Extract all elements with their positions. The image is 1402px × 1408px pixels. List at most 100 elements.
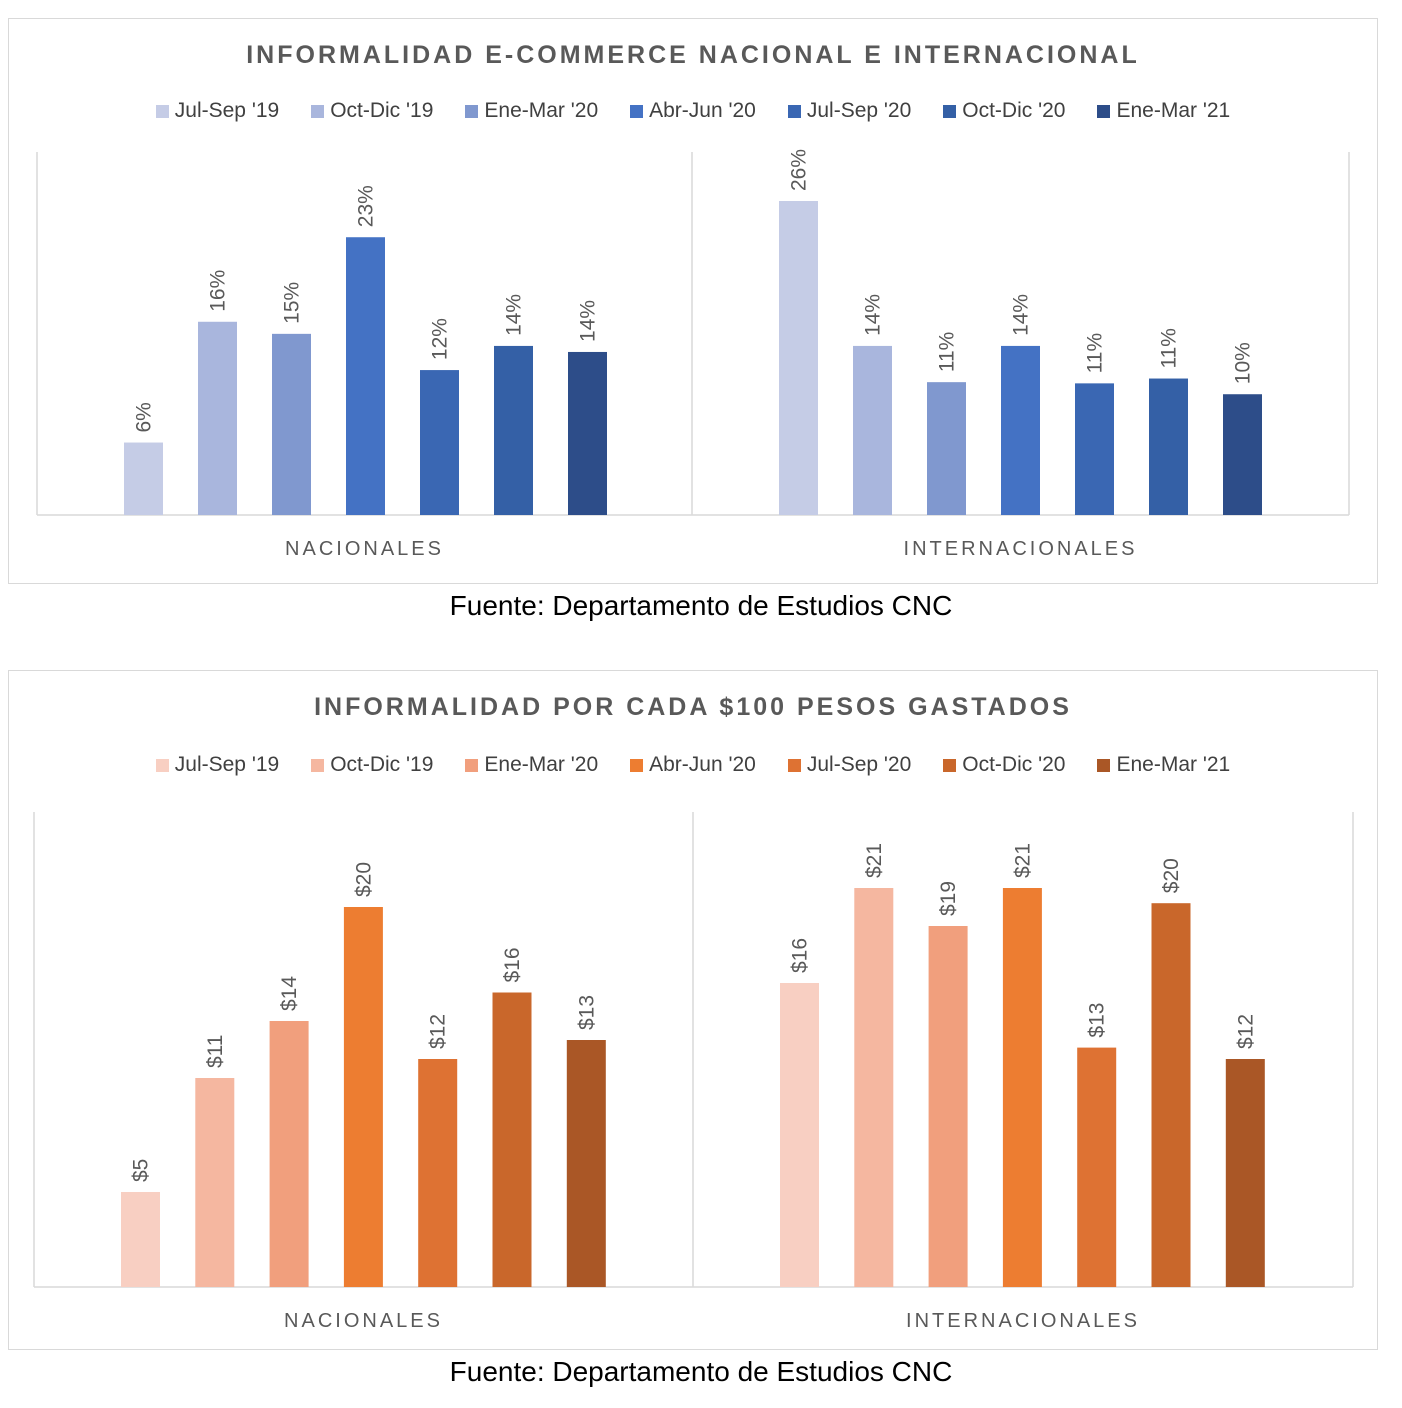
- source-note: Fuente: Departamento de Estudios CNC: [449, 1356, 953, 1387]
- legend-swatch: [630, 758, 644, 772]
- legend-swatch: [311, 758, 325, 772]
- legend-label: Abr-Jun '20: [649, 753, 756, 776]
- data-label: $20: [352, 862, 375, 897]
- legend-item: Abr-Jun '20: [630, 753, 756, 777]
- source-note: Fuente: Departamento de Estudios CNC: [449, 590, 953, 621]
- legend-swatch: [943, 758, 957, 772]
- legend-item: Oct-Dic '19: [311, 99, 433, 123]
- bar: [1077, 1047, 1117, 1287]
- category-label: NACIONALES: [284, 1310, 443, 1332]
- category-label: NACIONALES: [285, 538, 444, 560]
- bar: [272, 333, 311, 515]
- legend-item: Ene-Mar '20: [465, 753, 598, 777]
- bar: [1223, 394, 1262, 515]
- data-label: $21: [863, 843, 886, 878]
- legend-label: Ene-Mar '21: [1116, 753, 1231, 776]
- category-label: INTERNACIONALES: [906, 1310, 1140, 1332]
- legend-label: Ene-Mar '20: [484, 753, 599, 776]
- data-label: $12: [427, 1014, 450, 1049]
- bar: [1001, 345, 1040, 515]
- legend-item: Ene-Mar '21: [1097, 753, 1230, 777]
- data-label: $5: [130, 1159, 153, 1182]
- bar: [779, 201, 818, 515]
- data-label: 11%: [1084, 333, 1107, 373]
- data-label: $13: [1086, 1003, 1109, 1038]
- data-label: 11%: [936, 332, 959, 372]
- data-label: 14%: [577, 300, 600, 342]
- data-label: 14%: [1010, 294, 1033, 336]
- legend-item: Ene-Mar '21: [1097, 99, 1230, 123]
- bar: [418, 1059, 458, 1287]
- data-label: 12%: [429, 318, 452, 360]
- legend-label: Jul-Sep '20: [806, 99, 912, 122]
- legend-item: Jul-Sep '19: [155, 99, 280, 123]
- bar: [927, 382, 966, 515]
- data-label: 14%: [862, 294, 885, 336]
- legend-label: Jul-Sep '19: [174, 99, 280, 122]
- legend-label: Jul-Sep '20: [806, 753, 912, 776]
- legend-swatch: [311, 104, 325, 118]
- data-label: 26%: [788, 149, 811, 191]
- data-label: 11%: [1158, 328, 1181, 368]
- data-label: 6%: [133, 402, 156, 432]
- data-label: $13: [575, 995, 598, 1030]
- legend-item: Abr-Jun '20: [630, 99, 756, 123]
- bar: [780, 983, 819, 1287]
- bar: [492, 992, 532, 1287]
- bar: [854, 888, 894, 1287]
- data-label: 10%: [1232, 342, 1255, 384]
- legend-label: Oct-Dic '19: [330, 753, 434, 776]
- legend-swatch: [1097, 104, 1111, 118]
- legend-swatch: [155, 104, 169, 118]
- chart-legend: Jul-Sep '19 Oct-Dic '19 Ene-Mar '20 Abr-Jun…: [9, 753, 1377, 777]
- bar: [121, 1192, 160, 1287]
- legend-swatch: [787, 104, 801, 118]
- data-label: 15%: [281, 282, 304, 324]
- bar: [1149, 378, 1188, 515]
- bar: [1002, 888, 1042, 1287]
- legend-label: Oct-Dic '20: [962, 753, 1066, 776]
- legend-item: Oct-Dic '19: [311, 753, 433, 777]
- data-label: $20: [1160, 858, 1183, 893]
- legend-item: Jul-Sep '19: [155, 753, 279, 777]
- legend-swatch: [630, 104, 644, 118]
- chart-legend: Jul-Sep '19 Oct-Dic '19 Ene-Mar '20 Abr-Jun…: [9, 99, 1377, 123]
- bar: [566, 1040, 606, 1287]
- bar: [269, 1021, 309, 1287]
- legend-swatch: [465, 104, 479, 118]
- legend-label: Ene-Mar '20: [484, 99, 599, 122]
- legend-item: Oct-Dic '20: [943, 753, 1065, 777]
- data-label: 16%: [207, 270, 230, 312]
- category-label: INTERNACIONALES: [904, 538, 1138, 560]
- legend-item: Oct-Dic '20: [943, 99, 1065, 123]
- bar: [195, 1078, 235, 1287]
- data-label: 14%: [503, 294, 526, 336]
- legend-swatch: [943, 104, 957, 118]
- data-label: $21: [1011, 843, 1034, 878]
- legend-label: Abr-Jun '20: [649, 99, 756, 122]
- legend-label: Oct-Dic '19: [330, 99, 434, 122]
- bar: [420, 370, 459, 515]
- data-label: $11: [204, 1035, 227, 1068]
- legend-swatch: [155, 758, 169, 772]
- legend-item: Ene-Mar '20: [465, 99, 598, 123]
- legend-swatch: [465, 758, 479, 772]
- legend-item: Jul-Sep '20: [787, 753, 912, 777]
- legend-item: Jul-Sep '20: [787, 99, 912, 123]
- bar: [346, 237, 385, 515]
- legend-swatch: [1097, 758, 1111, 772]
- bar: [1075, 383, 1114, 515]
- data-label: 23%: [355, 185, 378, 227]
- bar: [124, 442, 163, 515]
- data-label: $19: [937, 881, 960, 916]
- bar: [928, 926, 968, 1287]
- bar: [853, 345, 892, 515]
- bar: [494, 345, 533, 515]
- bar: [568, 351, 607, 515]
- legend-swatch: [787, 758, 801, 772]
- data-label: $16: [789, 938, 812, 973]
- chart-title: INFORMALIDAD POR CADA $100 PESOS GASTADO…: [314, 693, 1072, 721]
- bar: [198, 321, 237, 515]
- legend-label: Ene-Mar '21: [1116, 99, 1231, 122]
